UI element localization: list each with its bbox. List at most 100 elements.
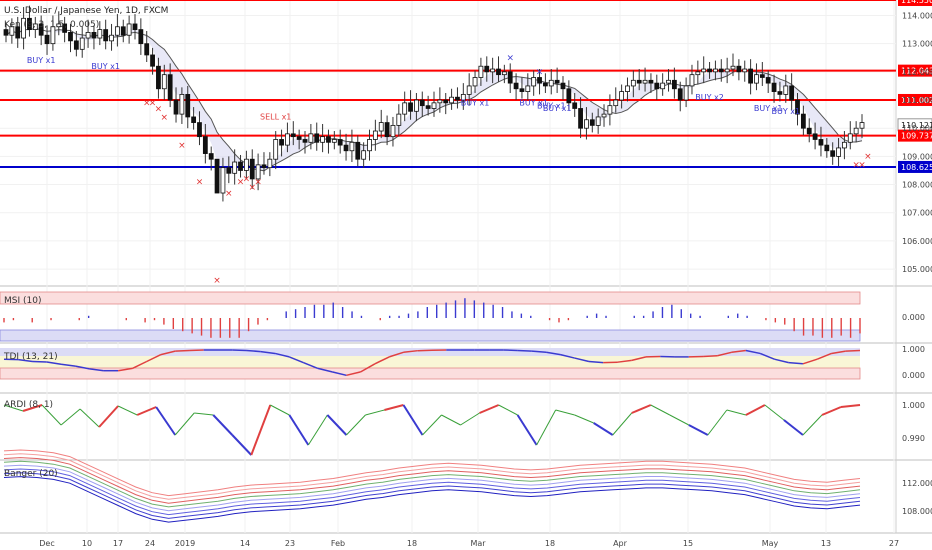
- candle-body: [548, 79, 554, 87]
- candle-body: [3, 29, 9, 36]
- x-tick-label: Apr: [613, 539, 628, 548]
- candle-body: [800, 113, 806, 129]
- candle-body: [308, 133, 314, 143]
- candle-body: [255, 164, 261, 180]
- sell-marker: ×: [237, 178, 245, 188]
- candle-body: [97, 29, 103, 39]
- ardi-segment: [22, 404, 43, 412]
- candle-body: [572, 102, 578, 109]
- candle-body: [343, 144, 349, 152]
- price-line-tag: [898, 129, 932, 142]
- candle-body: [677, 88, 683, 101]
- candle-body: [795, 99, 800, 115]
- candle-body: [91, 32, 97, 39]
- ardi-axis-label: 1.000: [902, 401, 925, 410]
- candle-body: [683, 85, 689, 101]
- candle-body: [296, 136, 302, 140]
- banger-pane: [3, 449, 861, 523]
- tdi-segment: [132, 360, 147, 370]
- candle-body: [595, 116, 601, 126]
- candle-body: [642, 79, 648, 84]
- ardi-segment: [707, 409, 728, 436]
- ardi-segment: [384, 404, 404, 411]
- banger-line: [3, 476, 861, 523]
- tdi-segment: [374, 356, 390, 365]
- price-line-label: 112.043: [901, 67, 932, 76]
- candle-body: [220, 167, 226, 194]
- ardi-axis-label: 0.990: [902, 434, 925, 443]
- ardi-segment: [593, 422, 614, 436]
- y-tick-label: 113.000: [902, 40, 932, 49]
- sell-marker: ×: [243, 175, 251, 185]
- candle-body: [73, 40, 79, 50]
- msi-label: MSI (10): [4, 296, 41, 306]
- sell-marker: ×: [213, 276, 221, 286]
- sell-marker: ×: [254, 178, 262, 188]
- sell-marker: ×: [858, 161, 866, 171]
- tdi-segment: [845, 349, 861, 352]
- sell-marker: ×: [178, 141, 186, 151]
- candle-body: [824, 144, 830, 152]
- price-line-tag: [898, 0, 932, 6]
- msi-upper-band: [0, 291, 861, 305]
- ardi-segment: [840, 404, 861, 408]
- candle-body: [238, 161, 243, 171]
- signal-label: SELL x1: [905, 0, 932, 2]
- x-tick-label: 17: [113, 539, 123, 548]
- ardi-segment: [821, 406, 842, 416]
- candle-body: [507, 71, 513, 84]
- candle-body: [9, 26, 15, 36]
- candle-body: [27, 17, 32, 30]
- candle-body: [44, 34, 50, 45]
- x-tick-label: 24: [145, 539, 155, 548]
- candle-body: [671, 79, 677, 90]
- y-tick-label: 107.000: [902, 209, 932, 218]
- tdi-label: TDI (13, 21): [3, 352, 58, 362]
- tdi-segment: [246, 349, 261, 353]
- signal-label: BUY x2: [695, 93, 724, 102]
- ardi-segment: [745, 404, 766, 416]
- candle-body: [554, 79, 560, 84]
- ardi-segment: [155, 406, 177, 436]
- candle-body: [197, 122, 202, 138]
- candle-body: [109, 34, 114, 42]
- signal-label: SELL x1: [260, 112, 291, 121]
- candle-body: [718, 68, 724, 73]
- candle-body: [173, 99, 179, 115]
- ardi-segment: [498, 404, 518, 416]
- candle-body: [584, 119, 589, 129]
- x-tick-label: 14: [240, 539, 250, 548]
- tdi-segment: [617, 359, 632, 363]
- candle-body: [742, 68, 748, 73]
- candle-body: [771, 82, 777, 92]
- ardi-segment: [479, 404, 499, 414]
- banger-axis-label: 112.000: [902, 479, 932, 488]
- sell-marker: ×: [248, 183, 256, 193]
- ardi-segment: [326, 414, 348, 436]
- ardi-segment: [422, 414, 442, 436]
- tdi-segment: [774, 358, 789, 364]
- sell-marker: ×: [161, 113, 169, 123]
- y-tick-label: 112.000: [902, 68, 932, 77]
- candle-body: [261, 164, 267, 169]
- ardi-segment: [41, 404, 62, 426]
- candle-body: [607, 105, 613, 115]
- candle-body: [326, 136, 331, 143]
- tdi-segment: [18, 358, 33, 363]
- candle-body: [542, 82, 548, 87]
- signal-label: BUY x1: [537, 101, 566, 110]
- ardi-segment: [250, 404, 272, 456]
- ardi-segment: [460, 412, 480, 426]
- candle-body: [619, 91, 625, 101]
- tdi-mid-band: [0, 356, 860, 368]
- candle-body: [695, 71, 701, 76]
- candle-body: [759, 74, 765, 78]
- tdi-segment: [731, 349, 746, 354]
- ardi-segment: [79, 408, 100, 428]
- ardi-pane: [3, 404, 861, 456]
- ardi-segment: [650, 404, 671, 416]
- banger-line: [3, 460, 861, 508]
- msi-pane: [0, 291, 861, 342]
- candle-body: [384, 122, 390, 138]
